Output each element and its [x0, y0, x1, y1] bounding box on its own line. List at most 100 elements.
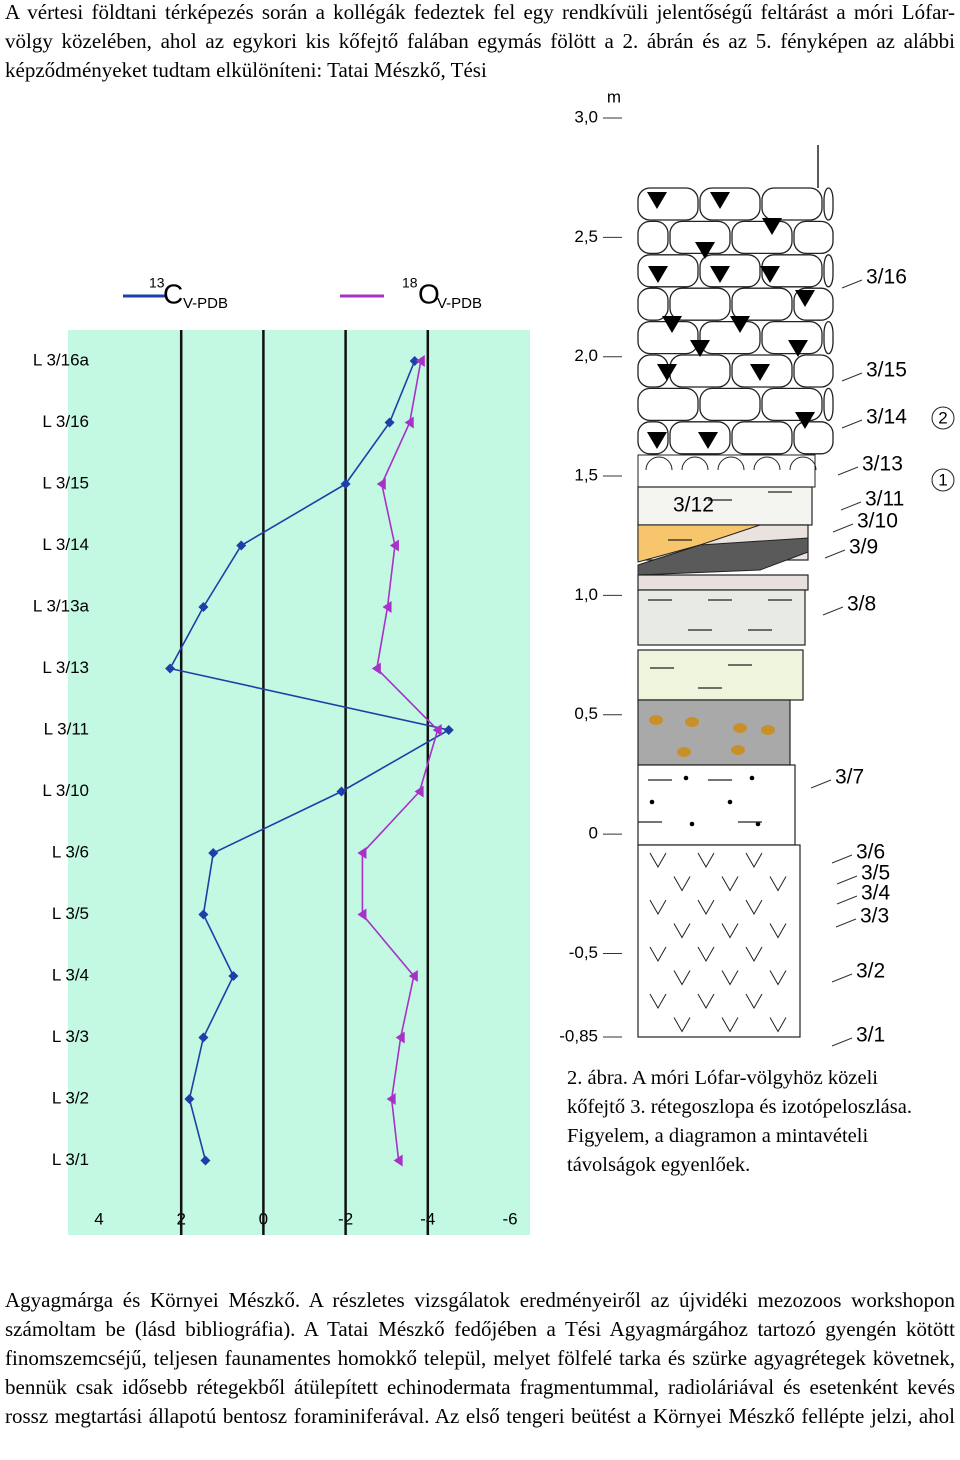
data-point	[432, 724, 442, 736]
limestone-bed	[761, 187, 823, 221]
tuff-symbol	[673, 876, 691, 892]
limestone-bed	[637, 287, 669, 321]
limestone-symbol	[788, 340, 808, 357]
limestone-bed	[761, 254, 823, 288]
data-point	[336, 786, 347, 797]
y-tick-label: L 3/13a	[33, 596, 90, 615]
y-tick-label: L 3/2	[52, 1088, 89, 1107]
limestone-bed	[637, 254, 699, 288]
limestone-bed	[731, 421, 793, 455]
tuff-symbol	[721, 876, 739, 892]
data-point	[395, 1031, 405, 1044]
limestone-bed	[793, 220, 834, 255]
x-tick-label: -6	[502, 1209, 517, 1228]
oolite-symbol	[645, 456, 673, 471]
data-point	[415, 355, 425, 367]
leader-line	[841, 279, 863, 289]
layer-label: 3/5	[861, 862, 890, 885]
leader-line	[810, 779, 832, 789]
depth-label: 3,0	[574, 107, 598, 126]
data-point	[228, 971, 239, 981]
marl-bed	[637, 649, 804, 701]
data-point	[371, 662, 381, 675]
data-point	[200, 1155, 211, 1166]
fossil	[685, 717, 699, 727]
depth-label: 1,5	[574, 466, 598, 485]
depth-label: -0,5	[569, 943, 598, 962]
leader-line	[836, 895, 858, 905]
tuff-symbol	[649, 993, 667, 1010]
limestone-bed	[637, 320, 699, 355]
sand-bed	[637, 486, 813, 526]
limestone-bed	[699, 187, 761, 221]
leader-line	[835, 918, 857, 928]
data-point	[409, 356, 420, 366]
layer-label: 3/14	[866, 406, 907, 429]
marker-label: 1	[938, 470, 947, 489]
limestone-bed	[731, 287, 793, 321]
tuff-symbol	[697, 852, 715, 869]
tuff-symbol	[769, 923, 787, 939]
oolite-symbol	[789, 456, 817, 471]
tuff-symbol	[769, 970, 787, 986]
tuff-symbol	[649, 852, 667, 869]
limestone-bed	[823, 254, 834, 288]
y-tick-label: L 3/16	[42, 412, 89, 431]
limestone-symbol	[690, 340, 710, 357]
data-point	[386, 1093, 396, 1105]
fossil	[761, 725, 775, 735]
y-tick-label: L 3/3	[52, 1027, 89, 1046]
limestone-bed	[669, 354, 731, 388]
series-line	[168, 360, 451, 1161]
layer-label: 3/10	[857, 510, 898, 533]
data-point	[357, 847, 367, 859]
limestone-symbol	[710, 192, 730, 209]
depth-label: 2,0	[574, 346, 598, 365]
oolite-symbol	[681, 456, 709, 471]
limestone-bed	[669, 421, 731, 455]
depth-label: -0,85	[559, 1026, 598, 1045]
limestone-symbol	[647, 432, 667, 449]
tuff-symbol	[697, 993, 715, 1010]
sand-dot	[727, 799, 733, 805]
layer-label: 3/1	[856, 1024, 885, 1047]
leader-line	[831, 1037, 853, 1047]
legend-clip	[400, 308, 520, 328]
limestone-symbol	[730, 316, 750, 333]
sand-dot	[689, 821, 695, 827]
limestone-bed	[699, 254, 761, 288]
tuff-symbol	[673, 923, 691, 939]
limestone-bed	[823, 187, 834, 221]
leader-line	[832, 523, 854, 533]
paragraph: Agyagmárga és Környei Mészkő. A részlete…	[5, 1288, 955, 1428]
tuff-symbol	[697, 899, 715, 916]
limestone-bed	[637, 187, 699, 221]
limestone-symbol	[750, 364, 770, 381]
layer-label: 3/4	[861, 882, 891, 905]
marl-bed	[637, 589, 806, 646]
data-point	[408, 970, 418, 982]
limestone-symbol	[648, 266, 668, 283]
leader-line	[822, 606, 844, 616]
marker-label: 2	[938, 408, 947, 427]
y-tick-label: L 3/4	[52, 965, 89, 984]
data-point	[357, 908, 367, 921]
tuff-symbol	[721, 970, 739, 986]
data-point	[414, 785, 424, 798]
clay-bed	[637, 574, 809, 591]
sand-dot	[749, 775, 755, 781]
depth-label: 1,0	[574, 585, 598, 604]
fossil	[677, 747, 691, 757]
tuff-symbol	[769, 876, 787, 892]
layer-label: 3/7	[835, 766, 864, 789]
data-point	[340, 479, 351, 489]
layer-label: 3/11	[865, 488, 904, 511]
depth-label: 2,5	[574, 227, 598, 246]
limestone-symbol	[795, 412, 815, 429]
y-tick-label: L 3/10	[42, 781, 89, 800]
y-tick-label: L 3/5	[52, 904, 89, 923]
data-point	[184, 1094, 195, 1104]
tuff-symbol	[721, 1017, 739, 1033]
data-point	[384, 417, 395, 428]
